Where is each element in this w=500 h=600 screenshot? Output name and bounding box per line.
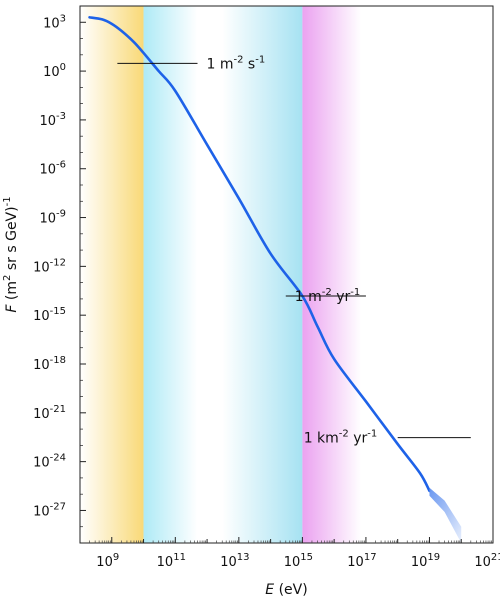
y-tick-label: 10-15 xyxy=(33,306,66,324)
rate-marker-label: 1 m-2 s-1 xyxy=(207,54,266,72)
y-tick-label: 10-6 xyxy=(39,160,66,178)
y-axis-label: F (m2 sr s GeV)-1 xyxy=(2,196,20,312)
energy-bands xyxy=(80,6,362,543)
x-tick-label: 1013 xyxy=(220,552,249,570)
y-tick-label: 10-24 xyxy=(33,453,66,471)
annotations: 1 m-2 s-1 1 m-2 yr-1 1 km-2 yr-1 xyxy=(117,54,471,447)
rate-marker-label: 1 m-2 yr-1 xyxy=(295,287,360,305)
energy-band xyxy=(302,6,362,543)
energy-band xyxy=(222,6,303,543)
rate-marker-label: 1 km-2 yr-1 xyxy=(304,429,378,447)
y-tick-label: 10-9 xyxy=(39,209,66,227)
flux-uncertainty-tail xyxy=(429,487,462,543)
x-axis-label: E (eV) xyxy=(265,582,307,598)
y-tick-label: 10-21 xyxy=(33,404,66,422)
y-axis-ticks: 103 100 10-3 10-6 10-9 10-12 10-15 10-18 10-21 10… xyxy=(33,5,86,544)
y-tick-label: 10-12 xyxy=(33,257,66,275)
x-tick-label: 1011 xyxy=(157,552,186,570)
y-tick-label: 10-18 xyxy=(33,355,66,373)
y-tick-label: 103 xyxy=(43,13,66,31)
flux-series-line xyxy=(88,16,431,493)
x-tick-label: 1017 xyxy=(347,552,376,570)
series-layer xyxy=(88,16,462,543)
y-tick-label: 10-3 xyxy=(39,111,66,129)
x-tick-label: 1019 xyxy=(411,552,440,570)
plot-frame xyxy=(79,5,494,544)
energy-band xyxy=(80,6,144,543)
y-tick-label: 100 xyxy=(43,62,66,80)
y-tick-label: 10-27 xyxy=(33,501,66,519)
x-tick-label: 109 xyxy=(96,552,119,570)
x-tick-label: 1015 xyxy=(284,552,313,570)
energy-band xyxy=(143,6,198,543)
